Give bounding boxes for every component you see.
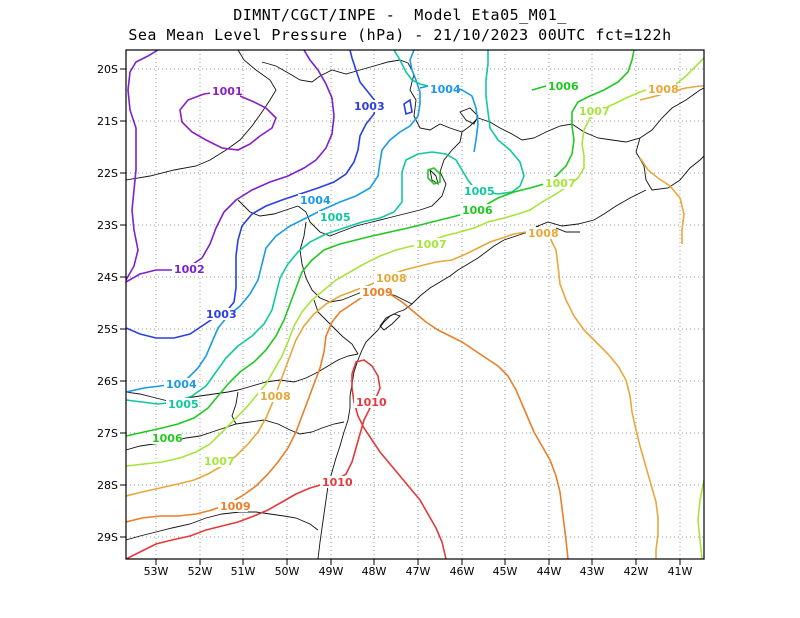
- contour-label: 1009: [362, 286, 393, 299]
- lat-label: 25S: [97, 323, 118, 336]
- isobar-1007: [126, 57, 704, 467]
- bay: [459, 107, 479, 125]
- grid-lines: [126, 50, 704, 559]
- lat-label: 28S: [97, 479, 118, 492]
- contour-label: 1008: [528, 227, 559, 240]
- lon-label: 46W: [450, 565, 475, 578]
- state-border: [313, 299, 359, 355]
- isobar-1008-right: [639, 157, 685, 244]
- contour-label: 1003: [354, 100, 385, 113]
- lat-label: 22S: [97, 167, 118, 180]
- lon-label: 48W: [362, 565, 387, 578]
- title-model: DIMNT/CGCT/INPE - Model Eta05_M01_: [233, 6, 567, 24]
- isobar-1002: [126, 50, 159, 281]
- lat-label: 23S: [97, 219, 118, 232]
- state-border: [237, 131, 463, 237]
- coastline: [407, 62, 704, 143]
- contour-label: 1004: [166, 378, 197, 391]
- isobar-1008: [126, 231, 659, 559]
- contour-label: 1004: [430, 83, 461, 96]
- isobar-1003: [126, 50, 377, 339]
- coastline: [635, 137, 704, 191]
- lon-label: 51W: [231, 565, 256, 578]
- axis-ticks: [120, 68, 681, 565]
- isobar-1001: [179, 91, 277, 151]
- lat-label: 20S: [97, 63, 118, 76]
- title-field: Sea Mean Level Pressure (hPa) - 21/10/20…: [128, 26, 672, 44]
- contour-label: 1006: [548, 80, 579, 93]
- contour-label: 1010: [322, 476, 353, 489]
- isobar-1008-top: [639, 85, 704, 101]
- isobar-1005-top: [393, 50, 429, 87]
- lat-label: 24S: [97, 271, 118, 284]
- lake: [429, 168, 439, 186]
- isobar-1006: [126, 50, 635, 437]
- state-border: [261, 59, 409, 83]
- border: [126, 511, 319, 541]
- lon-label: 43W: [580, 565, 605, 578]
- isobar-1004: [126, 50, 421, 393]
- contour-label: 1005: [464, 185, 495, 198]
- state-border: [126, 50, 277, 181]
- contour-label: 1006: [462, 204, 493, 217]
- lat-label: 29S: [97, 531, 118, 544]
- isobar-1007-right: [697, 479, 704, 559]
- lon-label: 42W: [624, 565, 649, 578]
- lon-label: 50W: [275, 565, 300, 578]
- contour-label: 1001: [212, 85, 243, 98]
- isobar-1005: [126, 50, 525, 405]
- lon-label: 52W: [188, 565, 213, 578]
- coastline: [317, 189, 647, 559]
- contour-label: 1009: [220, 500, 251, 513]
- contour-label: 1002: [174, 263, 205, 276]
- lat-label: 21S: [97, 115, 118, 128]
- contour-label: 1007: [204, 455, 235, 468]
- isobar-1006-small: [427, 167, 441, 185]
- contour-label: 1005: [320, 211, 351, 224]
- lon-label: 41W: [668, 565, 693, 578]
- contour-label: 1007: [579, 105, 610, 118]
- lon-label: 53W: [144, 565, 169, 578]
- contour-label: 1007: [416, 238, 447, 251]
- lon-label: 45W: [493, 565, 518, 578]
- map-boundaries: [126, 50, 704, 559]
- contour-label: 1004: [300, 194, 331, 207]
- contour-label: 1006: [152, 432, 183, 445]
- contour-label: 1008: [260, 390, 291, 403]
- lon-label: 49W: [319, 565, 344, 578]
- lat-label: 26S: [97, 375, 118, 388]
- contour-label: 1005: [168, 398, 199, 411]
- lon-label: 47W: [406, 565, 431, 578]
- lat-label: 27S: [97, 427, 118, 440]
- coastline: [379, 313, 401, 331]
- plot-frame: [125, 49, 705, 560]
- contour-label: 1008: [648, 83, 679, 96]
- lon-label: 44W: [537, 565, 562, 578]
- isobar-1003-small: [403, 98, 413, 116]
- state-border: [126, 353, 359, 403]
- contour-label: 1003: [206, 308, 237, 321]
- state-border: [299, 221, 413, 305]
- contour-label: 1010: [356, 396, 387, 409]
- contour-label: 1008: [376, 272, 407, 285]
- contour-label: 1007: [545, 177, 576, 190]
